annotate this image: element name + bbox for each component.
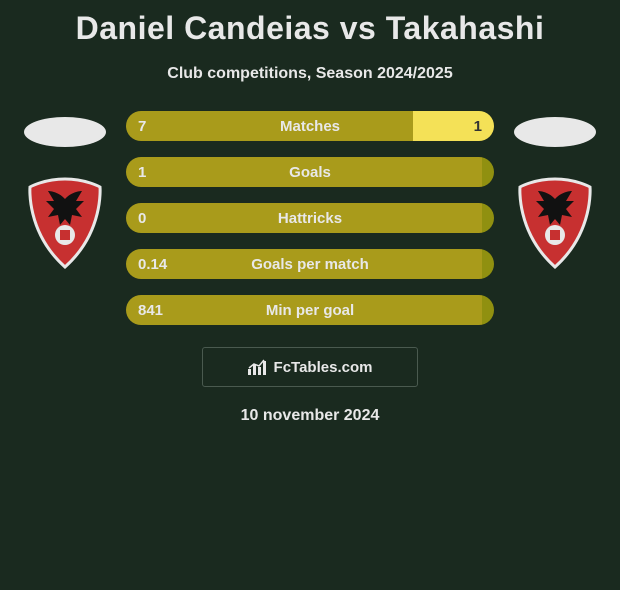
- stat-bar-right-seg: 1: [413, 111, 494, 141]
- watermark-text: FcTables.com: [274, 359, 373, 376]
- player-photo-placeholder-left: [24, 117, 106, 147]
- player-photo-placeholder-right: [514, 117, 596, 147]
- club-crest-left: [24, 177, 106, 269]
- stat-bar: 0.14Goals per match: [126, 249, 494, 279]
- stat-bar-right-seg: [482, 157, 494, 187]
- stat-value-left: 7: [138, 118, 146, 135]
- page-subtitle: Club competitions, Season 2024/2025: [0, 65, 620, 83]
- watermark: FcTables.com: [202, 347, 418, 387]
- stat-bar-left-seg: 0: [126, 203, 482, 233]
- stat-bar-right-seg: [482, 249, 494, 279]
- stat-bars: 71Matches1Goals0Hattricks0.14Goals per m…: [118, 111, 502, 325]
- stat-bar-right-seg: [482, 295, 494, 325]
- stat-bar-left-seg: 1: [126, 157, 482, 187]
- left-side: [12, 111, 118, 269]
- stat-bar: 1Goals: [126, 157, 494, 187]
- shield-icon: [514, 177, 596, 269]
- stat-value-left: 1: [138, 164, 146, 181]
- stat-bar-left-seg: 7: [126, 111, 413, 141]
- stat-bar: 0Hattricks: [126, 203, 494, 233]
- stat-value-left: 841: [138, 302, 163, 319]
- stat-bar-left-seg: 0.14: [126, 249, 482, 279]
- stat-bar-right-seg: [482, 203, 494, 233]
- stat-bar-left-seg: 841: [126, 295, 482, 325]
- club-crest-right: [514, 177, 596, 269]
- footer-date: 10 november 2024: [0, 407, 620, 425]
- comparison-layout: 71Matches1Goals0Hattricks0.14Goals per m…: [0, 111, 620, 325]
- right-side: [502, 111, 608, 269]
- shield-icon: [24, 177, 106, 269]
- chart-icon: [248, 359, 268, 375]
- stat-value-right: 1: [474, 118, 482, 135]
- stat-bar: 841Min per goal: [126, 295, 494, 325]
- stat-value-left: 0.14: [138, 256, 167, 273]
- stat-value-left: 0: [138, 210, 146, 227]
- stat-bar: 71Matches: [126, 111, 494, 141]
- page-title: Daniel Candeias vs Takahashi: [0, 10, 620, 47]
